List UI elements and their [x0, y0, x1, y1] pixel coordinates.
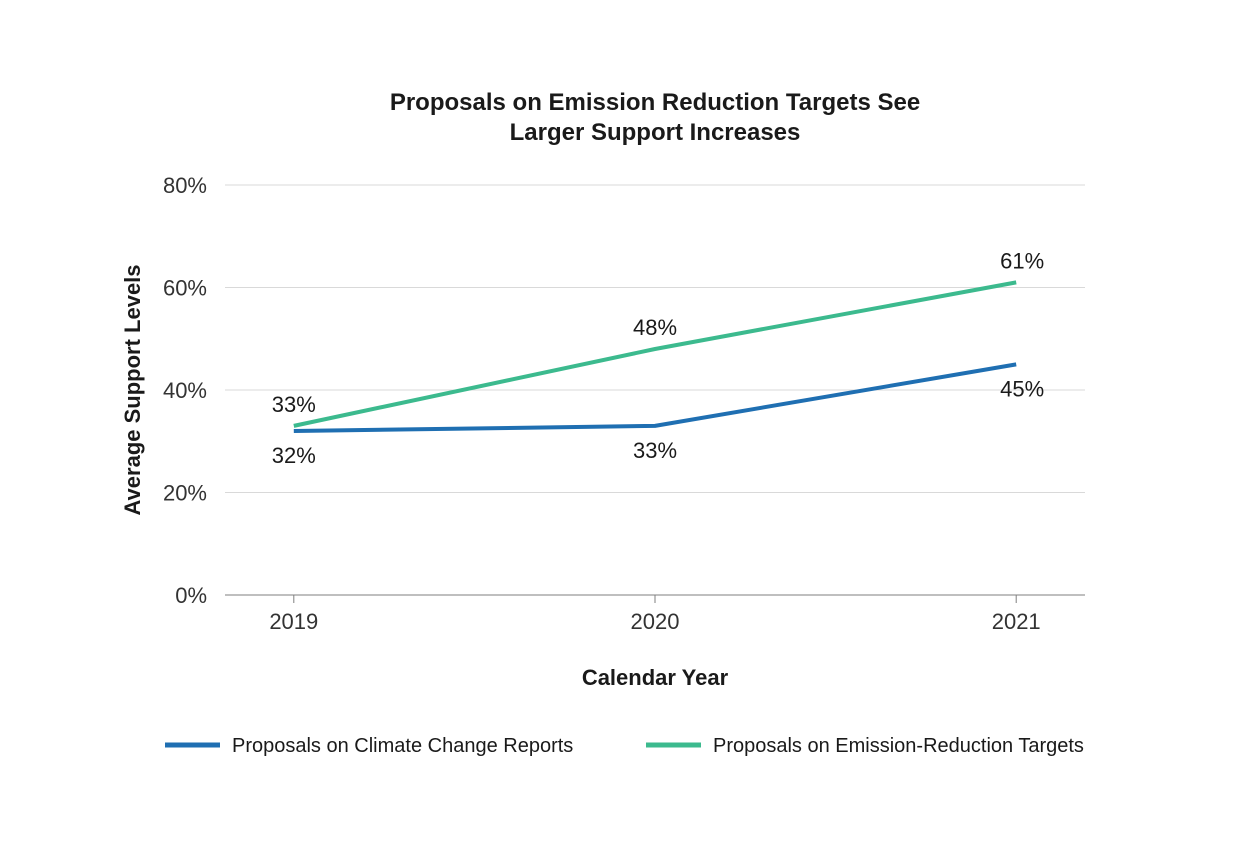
y-tick-label: 0%	[175, 583, 207, 608]
data-label: 32%	[272, 443, 316, 468]
chart-title-line1: Proposals on Emission Reduction Targets …	[390, 89, 920, 116]
y-tick-label: 20%	[163, 481, 207, 506]
line-chart: 0% 20% 40% 60% 80% 2019 2020 2021 Proposals on E…	[0, 0, 1250, 860]
y-tick-label: 80%	[163, 173, 207, 198]
legend-label: Proposals on Climate Change Reports	[232, 735, 573, 757]
data-label: 61%	[1000, 248, 1044, 273]
x-axis-label: Calendar Year	[582, 665, 729, 690]
chart-title-line2: Larger Support Increases	[510, 119, 801, 146]
series-line	[294, 364, 1016, 431]
data-label: 33%	[272, 392, 316, 417]
y-tick-label: 60%	[163, 276, 207, 301]
x-tick-label: 2021	[992, 609, 1041, 634]
y-tick-label: 40%	[163, 378, 207, 403]
x-tick-label: 2020	[631, 609, 680, 634]
series-line	[294, 282, 1016, 426]
data-label: 45%	[1000, 376, 1044, 401]
chart-container: 0% 20% 40% 60% 80% 2019 2020 2021 Proposals on E…	[0, 0, 1250, 860]
legend-label: Proposals on Emission-Reduction Targets	[713, 735, 1084, 757]
y-axis-label: Average Support Levels	[120, 264, 145, 515]
data-label: 48%	[633, 315, 677, 340]
x-tick-label: 2019	[269, 609, 318, 634]
data-label: 33%	[633, 438, 677, 463]
